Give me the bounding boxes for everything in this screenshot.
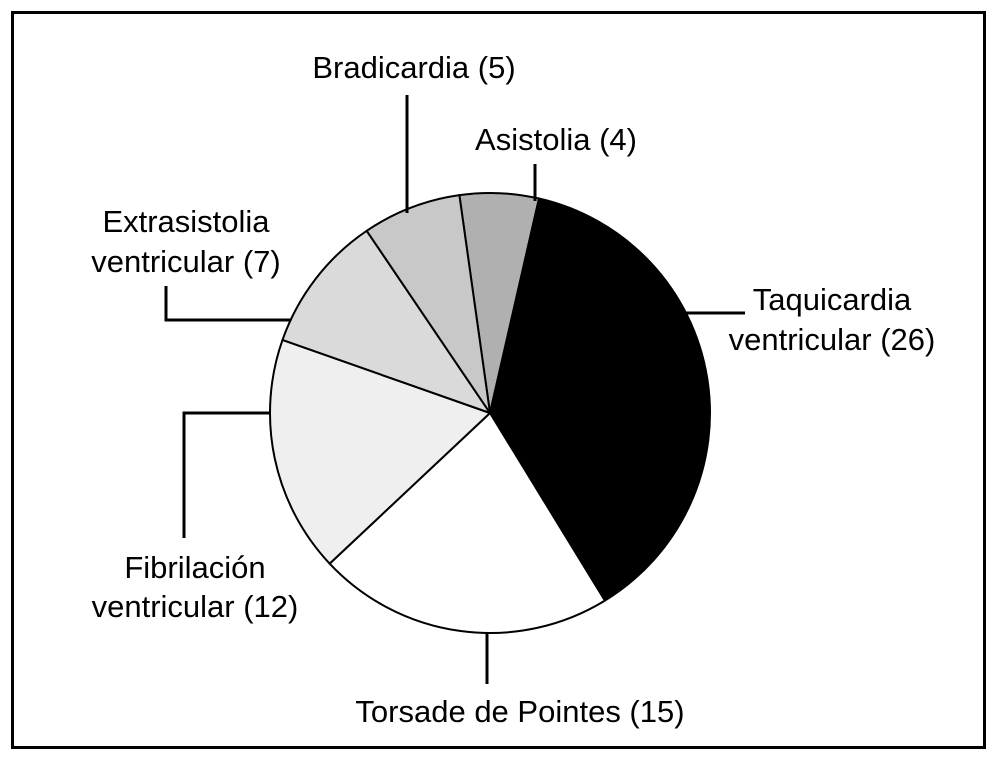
pie-slices bbox=[269, 192, 711, 634]
chart-frame bbox=[11, 11, 986, 749]
label-bradicardia: Bradicardia (5) bbox=[312, 50, 515, 85]
label-taquicardia-line2: ventricular (26) bbox=[729, 322, 936, 357]
label-extrasistolia-line1: Extrasistolia bbox=[102, 204, 270, 239]
slice-extrasistolia-ventricular bbox=[281, 229, 491, 414]
label-taquicardia-line1: Taquicardia bbox=[753, 282, 912, 317]
label-asistolia: Asistolia (4) bbox=[475, 122, 637, 157]
label-fibrilacion-line2: ventricular (12) bbox=[92, 589, 299, 624]
leader-lines bbox=[164, 95, 745, 684]
slice-bradicardia bbox=[365, 194, 491, 414]
slice-torsade-de-pointes bbox=[328, 412, 606, 634]
label-fibrilacion-line1: Fibrilación bbox=[124, 550, 265, 585]
label-torsade: Torsade de Pointes (15) bbox=[355, 694, 684, 729]
label-extrasistolia-line2: ventricular (7) bbox=[91, 244, 281, 279]
leader-fibrilacion bbox=[182, 411, 270, 538]
slice-labels: Asistolia (4) Taquicardia ventricular (2… bbox=[91, 50, 935, 729]
slice-fibrilaci-n-ventricular bbox=[269, 338, 491, 565]
leader-extrasistolia bbox=[164, 286, 291, 322]
slice-taquicardia-ventricular bbox=[489, 197, 711, 602]
